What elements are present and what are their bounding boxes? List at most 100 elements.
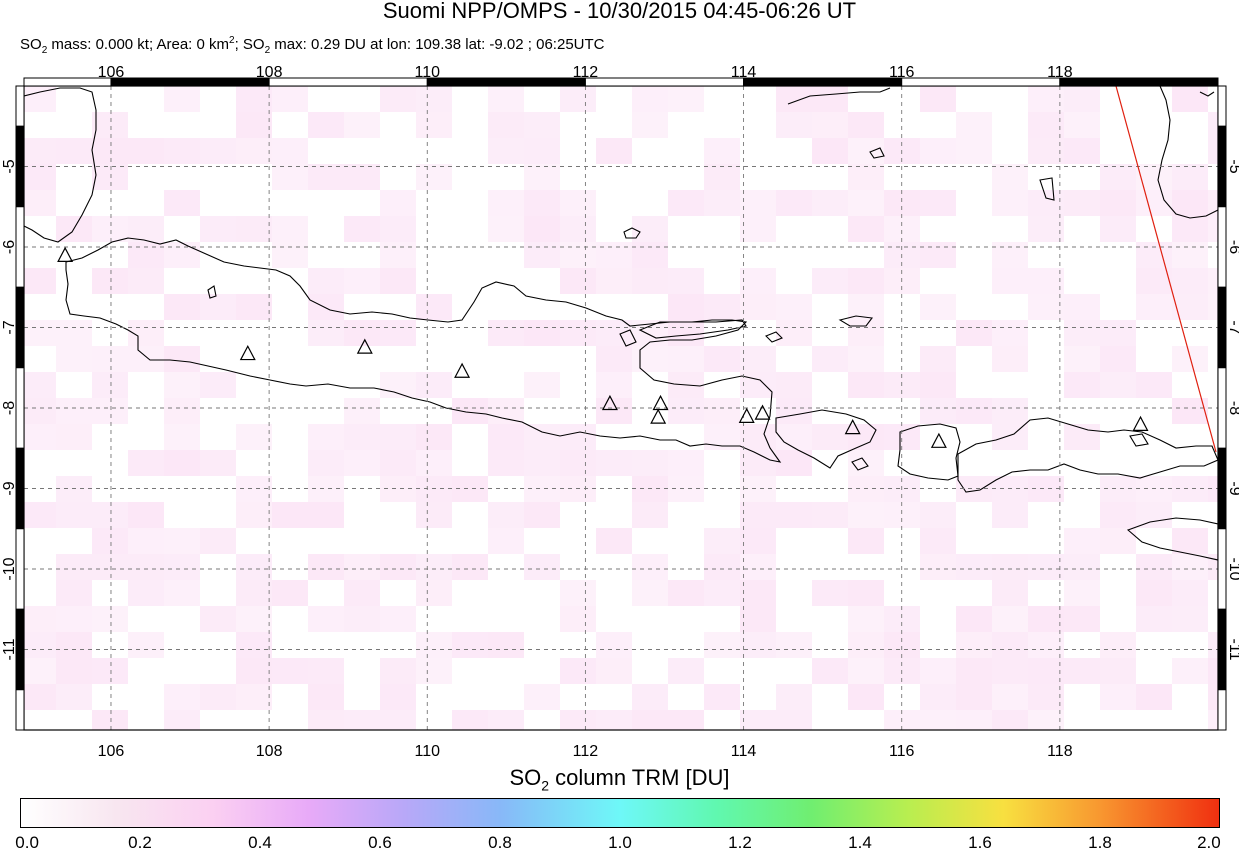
so2-pixel (740, 372, 776, 398)
frame-block (1217, 528, 1227, 610)
so2-pixel (812, 346, 848, 372)
so2-pixel (920, 190, 956, 216)
so2-pixel (308, 606, 344, 632)
lon-tick-top: 110 (415, 64, 441, 81)
so2-pixel (416, 424, 452, 450)
so2-pixel (1172, 580, 1208, 606)
so2-pixel (344, 580, 380, 606)
so2-pixel (1064, 112, 1100, 138)
coast-islet-3 (838, 315, 874, 327)
so2-pixel (1028, 658, 1064, 684)
so2-pixel (488, 138, 524, 164)
so2-pixel (92, 372, 128, 398)
so2-pixel (164, 528, 200, 554)
so2-pixel (164, 190, 200, 216)
so2-pixel (1208, 216, 1218, 242)
frame-block (1217, 125, 1227, 208)
lon-tick-top: 116 (889, 64, 915, 81)
so2-pixel (1208, 294, 1218, 320)
so2-pixel (632, 346, 668, 372)
so2-pixel (1136, 606, 1172, 632)
so2-pixel (740, 476, 776, 502)
lon-tick-top: 118 (1047, 64, 1073, 81)
so2-pixel (128, 450, 164, 476)
so2-pixel (596, 242, 632, 268)
volcano-icon (57, 246, 74, 262)
so2-pixel (380, 554, 416, 580)
so2-pixel (200, 294, 236, 320)
so2-pixel (848, 632, 884, 658)
so2-pixel (740, 710, 776, 730)
so2-pixel (1172, 268, 1208, 294)
so2-pixel (92, 398, 128, 424)
so2-retrieval-pixels (24, 86, 1218, 730)
so2-pixel (380, 242, 416, 268)
so2-pixel (380, 476, 416, 502)
so2-pixel (920, 684, 956, 710)
so2-pixel (668, 268, 704, 294)
so2-pixel (560, 424, 596, 450)
so2-pixel (488, 216, 524, 242)
so2-pixel (740, 580, 776, 606)
so2-pixel (524, 450, 560, 476)
volcano-icon (930, 432, 947, 448)
so2-pixel (776, 632, 812, 658)
so2-pixel (1064, 346, 1100, 372)
so2-pixel (236, 424, 272, 450)
so2-pixel (884, 424, 920, 450)
so2-pixel (56, 632, 92, 658)
so2-pixel (344, 320, 380, 346)
so2-pixel (632, 554, 668, 580)
so2-pixel (344, 268, 380, 294)
so2-pixel (848, 476, 884, 502)
so2-pixel (1100, 216, 1136, 242)
so2-pixel (1136, 554, 1172, 580)
so2-pixel (992, 632, 1028, 658)
orbit-swath-edge (1115, 85, 1217, 453)
so2-pixel (308, 424, 344, 450)
lon-tick-bottom: 118 (1047, 743, 1073, 760)
so2-pixel (992, 658, 1028, 684)
so2-pixel (416, 86, 452, 112)
so2-pixel (560, 216, 596, 242)
so2-pixel (452, 476, 488, 502)
so2-pixel (1172, 554, 1208, 580)
lat-tick-left: -10 (1, 557, 18, 580)
lon-tick-bottom: 114 (731, 743, 757, 760)
so2-pixel (92, 554, 128, 580)
frame-block (426, 77, 586, 87)
so2-pixel (1064, 138, 1100, 164)
so2-pixel (236, 658, 272, 684)
so2-pixel (596, 138, 632, 164)
so2-pixel (740, 606, 776, 632)
frame-block (1059, 77, 1219, 87)
coastlines (24, 86, 1218, 561)
so2-pixel (632, 242, 668, 268)
so2-pixel (1100, 320, 1136, 346)
so2-pixel (128, 242, 164, 268)
so2-pixel (92, 216, 128, 242)
so2-pixel (380, 710, 416, 730)
so2-pixel (1064, 190, 1100, 216)
so2-pixel (308, 294, 344, 320)
so2-pixel (632, 86, 668, 112)
so2-pixel (992, 554, 1028, 580)
so2-pixel (92, 346, 128, 372)
so2-pixel (128, 554, 164, 580)
so2-pixel (236, 632, 272, 658)
so2-pixel (1208, 554, 1218, 580)
so2-pixel (24, 398, 56, 424)
so2-pixel (668, 450, 704, 476)
so2-pixel (776, 320, 812, 346)
coast-sulawesi-south (1157, 86, 1218, 219)
so2-pixel (164, 138, 200, 164)
so2-pixel (380, 320, 416, 346)
so2-pixel (164, 398, 200, 424)
so2-pixel (416, 372, 452, 398)
so2-pixel (1136, 268, 1172, 294)
so2-pixel (920, 372, 956, 398)
so2-pixel (956, 658, 992, 684)
so2-pixel (1064, 372, 1100, 398)
frame-block (1217, 608, 1227, 691)
so2-pixel (1064, 320, 1100, 346)
